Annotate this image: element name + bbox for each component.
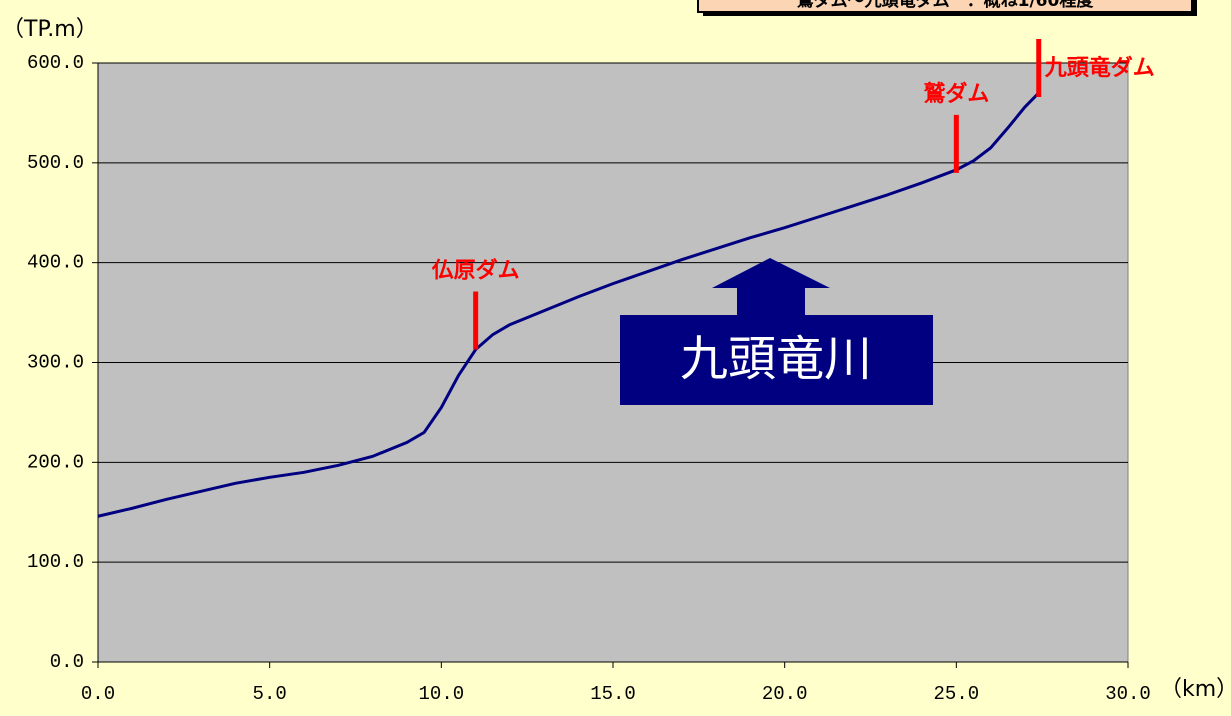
- x-tick-label: 5.0: [253, 683, 287, 705]
- y-axis-label: （TP.m）: [2, 17, 98, 42]
- y-tick-label: 0.0: [50, 651, 84, 673]
- x-tick-label: 15.0: [590, 683, 636, 705]
- x-tick-label: 0.0: [81, 683, 115, 705]
- y-tick-label: 500.0: [27, 152, 84, 174]
- x-tick-label: 30.0: [1105, 683, 1151, 705]
- x-tick-label: 20.0: [762, 683, 808, 705]
- y-tick-label: 400.0: [27, 252, 84, 274]
- x-tick-label: 25.0: [934, 683, 980, 705]
- profile-line: [97, 91, 1040, 518]
- y-tick-label: 600.0: [27, 52, 84, 74]
- dam-label: 仏原ダム: [432, 258, 520, 284]
- note-box: [697, 0, 1193, 13]
- river-arrow: [620, 258, 933, 405]
- river-label: 九頭竜川: [680, 331, 872, 387]
- y-tick-label: 200.0: [27, 451, 84, 473]
- x-tick-label: 10.0: [419, 683, 465, 705]
- x-axis-label: （km）: [1160, 677, 1231, 702]
- y-tick-label: 300.0: [27, 352, 84, 374]
- dam-label: 九頭竜ダム: [1044, 55, 1155, 81]
- dam-label: 鷲ダム: [923, 81, 989, 107]
- y-tick-label: 100.0: [27, 551, 84, 573]
- note-text: 鷲ダム～九頭竜ダム ：概ね1/60程度: [797, 0, 1095, 11]
